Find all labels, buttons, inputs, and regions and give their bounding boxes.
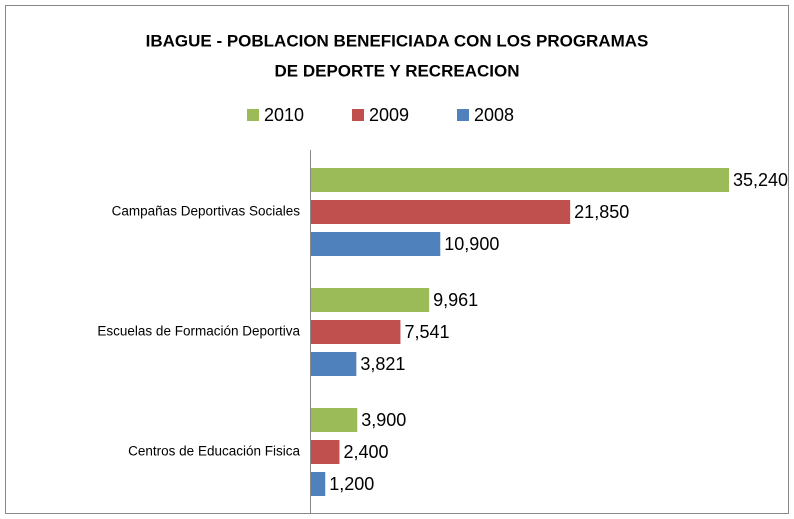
bar (311, 320, 401, 344)
legend-swatch (352, 109, 364, 121)
chart-border (5, 5, 789, 514)
bar (311, 288, 430, 312)
bar (311, 440, 340, 464)
legend-label: 2009 (369, 105, 409, 125)
bar (311, 472, 326, 496)
chart-title: IBAGUE - POBLACION BENEFICIADA CON LOS P… (146, 31, 649, 50)
value-label: 3,821 (360, 354, 405, 374)
value-label: 10,900 (444, 234, 499, 254)
legend-label: 2008 (474, 105, 514, 125)
bar (311, 408, 358, 432)
bar (311, 168, 729, 192)
legend-swatch (247, 109, 259, 121)
bar (311, 232, 441, 256)
value-label: 21,850 (574, 202, 629, 222)
chart-title: DE DEPORTE Y RECREACION (275, 61, 520, 80)
value-label: 2,400 (343, 442, 388, 462)
value-label: 3,900 (361, 410, 406, 430)
category-label: Escuelas de Formación Deportiva (97, 324, 300, 339)
value-label: 35,240 (733, 170, 788, 190)
bar (311, 200, 571, 224)
legend-label: 2010 (264, 105, 304, 125)
value-label: 9,961 (433, 290, 478, 310)
legend-swatch (457, 109, 469, 121)
category-label: Campañas Deportivas Sociales (112, 204, 301, 219)
value-label: 7,541 (404, 322, 449, 342)
category-label: Centros de Educación Fisica (128, 444, 300, 459)
value-label: 1,200 (329, 474, 374, 494)
bar (311, 352, 357, 376)
